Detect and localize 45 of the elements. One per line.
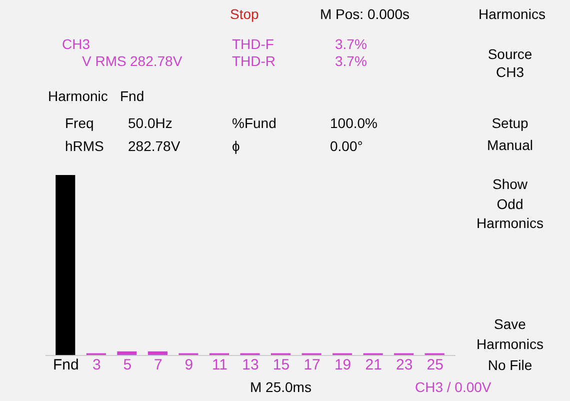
text: Manual [487,137,533,153]
x-tick-label: 19 [334,356,352,374]
text: Fnd [120,88,144,104]
x-tick-label: 15 [272,356,290,374]
x-tick-label: 5 [123,356,132,374]
text: 282.78V [128,138,181,154]
text: 282.78V [130,53,183,69]
text: 100.0% [330,115,378,131]
text: Stop [230,6,260,22]
text: Odd [496,196,524,212]
text: Source [488,46,532,62]
text: Harmonics [476,336,544,352]
text: CH3 [496,64,524,80]
x-tick-label: 7 [154,356,162,374]
text: Show [492,176,528,192]
text: THD-R [232,53,276,69]
text: M Pos: 0.000s [320,6,410,22]
text: 3.7% [335,53,367,69]
x-tick-label: 3 [92,356,101,374]
text: THD-F [232,36,274,52]
text: Harmonics [476,215,544,231]
text: Save [494,316,526,332]
text: Setup [492,115,529,131]
text: %Fund [232,115,276,131]
text: M 25.0ms [250,379,312,395]
text: 3.7% [335,36,367,52]
x-tick-label: 11 [212,356,228,374]
text: Harmonics [478,6,546,22]
text: Harmonic [48,88,108,104]
text: 0.00° [330,138,363,154]
text: CH3 [62,36,90,52]
text: 50.0Hz [128,115,172,131]
text: No File [488,357,532,373]
x-tick-label: 25 [426,356,444,374]
text: Freq [65,115,94,131]
x-tick-label: Fnd [52,356,79,374]
x-tick-label: 9 [184,356,194,374]
x-tick-label: 17 [304,356,320,374]
text: ϕ [232,138,240,154]
text: CH3 / 0.00V [415,379,492,395]
x-tick-label: 21 [365,356,382,374]
text: V RMS [82,53,126,69]
x-tick-label: 13 [242,356,259,374]
text: hRMS [65,138,104,154]
x-tick-label: 23 [396,356,413,374]
